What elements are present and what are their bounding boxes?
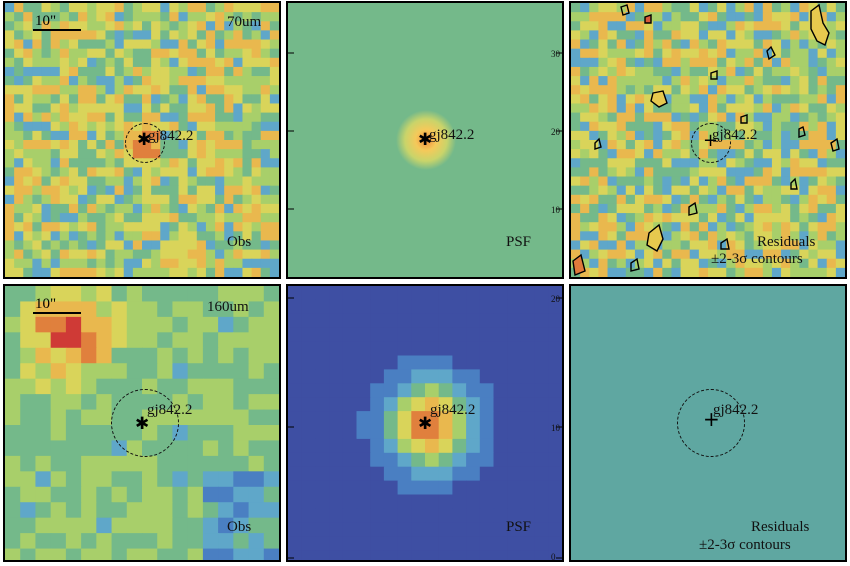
- source-name-label: gj842.2: [713, 402, 759, 418]
- scale-bar: [33, 312, 81, 314]
- scale-bar-label: 10": [35, 13, 57, 29]
- source-position-cross-icon: +: [703, 407, 720, 431]
- y-tick-label: 10: [551, 423, 560, 433]
- psf-70um-map: [288, 3, 562, 277]
- source-name-label: gj842.2: [147, 402, 193, 418]
- obs-70um-map: [5, 3, 279, 277]
- psf-label: PSF: [506, 519, 532, 535]
- band-label: 160um: [207, 299, 249, 315]
- contours-label: ±2-3σ contours: [699, 537, 791, 553]
- y-tick-label: 30: [551, 49, 560, 59]
- residuals-label: Residuals: [751, 519, 810, 535]
- source-aperture-circle: [677, 389, 745, 457]
- scale-bar-label: 10": [35, 296, 57, 312]
- source-aperture-circle: [111, 389, 179, 457]
- y-tick-label: 0: [551, 552, 556, 562]
- residuals-160um-panel: + gj842.2 Residuals ±2-3σ contours: [569, 284, 847, 562]
- psf-label: PSF: [506, 234, 532, 250]
- obs-label: Obs: [227, 234, 252, 250]
- psf-70um-panel: 30 20 10 PSF ✱ gj842.2: [286, 1, 564, 279]
- residuals-label: Residuals: [757, 234, 816, 250]
- scale-bar: [33, 29, 81, 31]
- y-tick-label: 20: [551, 294, 560, 304]
- obs-160um-panel: 10" 160um Obs ✱ gj842.2: [3, 284, 281, 562]
- source-name-label: gj842.2: [148, 128, 194, 144]
- source-name-label: gj842.2: [712, 127, 758, 143]
- obs-label: Obs: [227, 519, 252, 535]
- source-position-cross-icon: +: [703, 130, 719, 151]
- obs-70um-panel: 10" 70um Obs ✱ gj842.2: [3, 1, 281, 279]
- contours-label: ±2-3σ contours: [711, 251, 803, 267]
- source-name-label: gj842.2: [430, 402, 476, 418]
- source-marker-icon: ✱: [137, 130, 152, 150]
- axis-ticks: [288, 52, 562, 210]
- psf-core: [396, 110, 456, 170]
- source-aperture-circle: [691, 123, 731, 163]
- residual-contours: [572, 3, 840, 276]
- psf-160um-map: [288, 286, 562, 560]
- y-tick-label: 10: [551, 205, 560, 215]
- band-label: 70um: [227, 14, 262, 30]
- psf-160um-panel: 20 10 0 PSF ✱ gj842.2: [286, 284, 564, 562]
- source-aperture-circle: [125, 123, 165, 163]
- source-name-label: gj842.2: [429, 127, 475, 143]
- source-marker-icon: ✱: [418, 130, 433, 150]
- residuals-70um-panel: + gj842.2 Residuals ±2-3σ contours: [569, 1, 847, 279]
- residuals-70um-map: [571, 3, 845, 277]
- y-tick-label: 20: [551, 127, 560, 137]
- obs-160um-map: [5, 286, 279, 560]
- source-marker-icon: ✱: [135, 414, 150, 434]
- axis-ticks: [288, 297, 562, 559]
- source-marker-icon: ✱: [418, 414, 433, 434]
